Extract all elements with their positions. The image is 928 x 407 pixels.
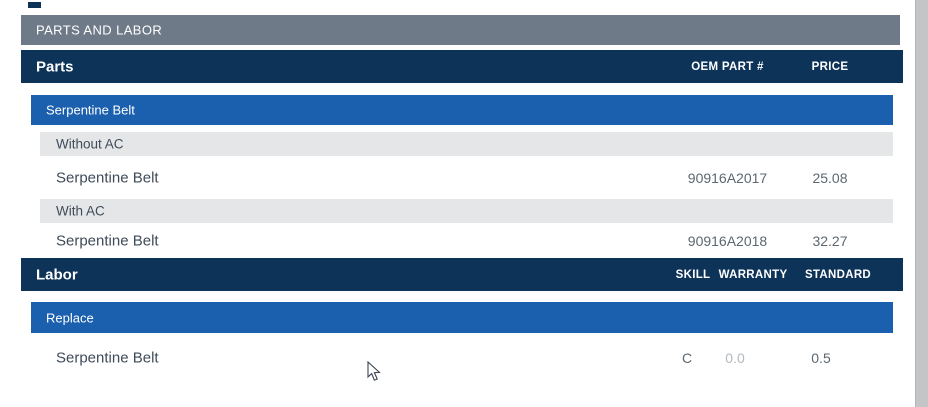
labor-table-header: Labor SKILL WARRANTY STANDARD	[21, 258, 903, 291]
standard-column-header: STANDARD	[804, 268, 872, 281]
cutoff-element-fragment	[28, 2, 41, 8]
parts-category-bar-serpentine-belt: Serpentine Belt	[31, 95, 893, 125]
price-column-header: PRICE	[811, 60, 849, 73]
oem-part-column-header: OEM PART #	[691, 60, 764, 73]
part-price: 32.27	[812, 232, 848, 249]
part-row-serpentine-belt-without-ac[interactable]: Serpentine Belt 90916A2017 25.08	[40, 156, 903, 199]
labor-skill-value: C	[681, 350, 693, 366]
right-gray-strip	[915, 0, 928, 407]
skill-column-header: SKILL	[675, 268, 711, 281]
labor-title: Labor	[36, 266, 78, 283]
group-row-with-ac: With AC	[40, 199, 893, 223]
part-name: Serpentine Belt	[56, 169, 159, 186]
part-oem-number: 90916A2017	[687, 169, 768, 186]
labor-operation-name: Serpentine Belt	[56, 349, 159, 367]
part-row-serpentine-belt-with-ac[interactable]: Serpentine Belt 90916A2018 32.27	[40, 223, 903, 258]
labor-category-bar-replace: Replace	[31, 302, 893, 333]
labor-standard-value: 0.5	[811, 350, 831, 366]
labor-category-label: Replace	[46, 310, 94, 325]
part-price: 25.08	[812, 169, 848, 186]
group-row-label: Without AC	[56, 136, 124, 152]
part-oem-number: 90916A2018	[687, 232, 768, 249]
group-row-without-ac: Without AC	[40, 132, 893, 156]
labor-row-serpentine-belt[interactable]: Serpentine Belt C 0.0 0.5	[40, 333, 903, 383]
part-name: Serpentine Belt	[56, 232, 159, 249]
group-row-label: With AC	[56, 203, 105, 219]
section-title: PARTS AND LABOR	[36, 22, 163, 38]
labor-warranty-value: 0.0	[725, 350, 745, 366]
warranty-column-header: WARRANTY	[718, 268, 788, 281]
parts-table-header: Parts OEM PART # PRICE	[21, 50, 903, 83]
section-header-bar: PARTS AND LABOR	[21, 15, 900, 45]
parts-category-label: Serpentine Belt	[46, 102, 135, 118]
parts-title: Parts	[36, 58, 74, 75]
